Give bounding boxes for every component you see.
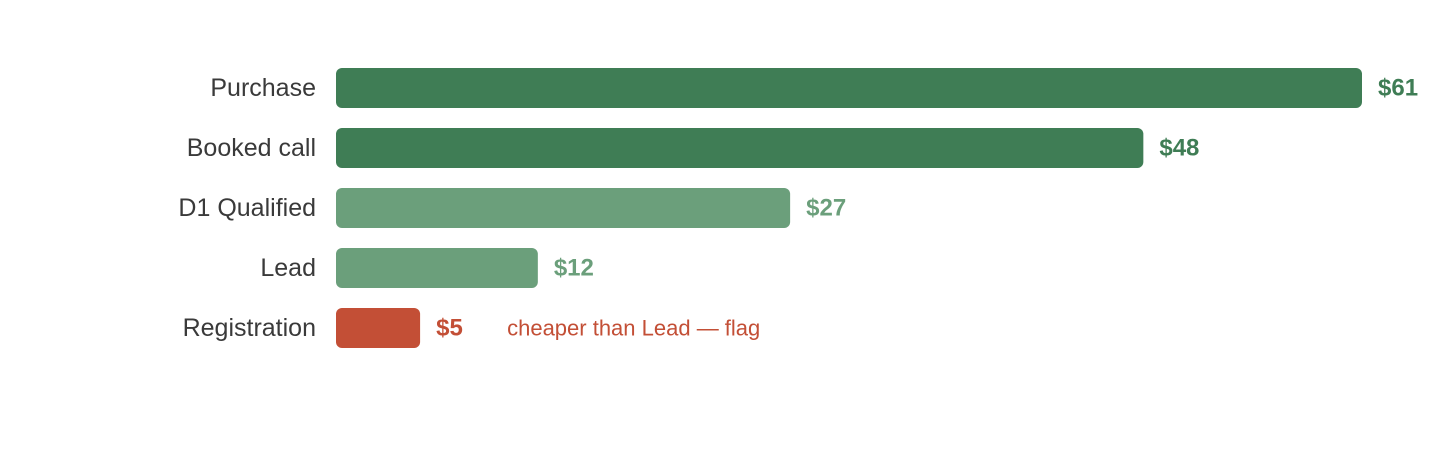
bar-lead — [336, 248, 538, 288]
category-label-booked-call: Booked call — [187, 134, 316, 162]
value-label-registration: $5 — [436, 315, 463, 342]
value-label-booked-call: $48 — [1159, 135, 1199, 162]
bar-registration — [336, 308, 421, 348]
bar-purchase — [336, 68, 1362, 108]
value-label-lead: $12 — [554, 255, 594, 282]
category-label-lead: Lead — [260, 254, 316, 282]
category-label-registration: Registration — [183, 314, 316, 342]
category-label-purchase: Purchase — [210, 74, 316, 102]
annotation-registration: cheaper than Lead — flag — [507, 316, 760, 341]
bar-booked-call — [336, 128, 1144, 168]
category-label-d1-qualified: D1 Qualified — [178, 194, 316, 222]
bar-d1-qualified — [336, 188, 791, 228]
value-label-d1-qualified: $27 — [806, 195, 846, 222]
value-label-purchase: $61 — [1378, 75, 1418, 102]
